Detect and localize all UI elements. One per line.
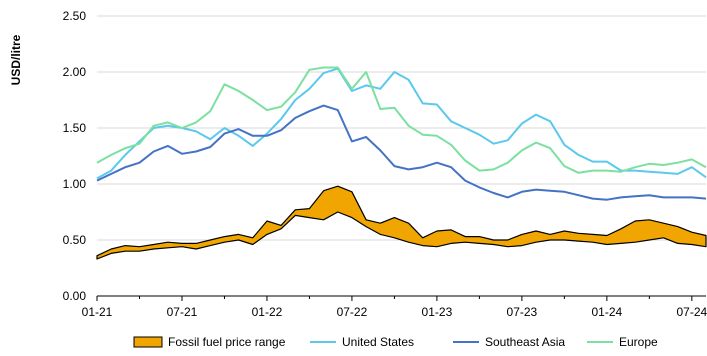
band-layer xyxy=(96,185,707,260)
x-tick-label-5: 07-23 xyxy=(507,305,538,319)
legend: Fossil fuel price range United States Sout… xyxy=(133,335,658,349)
y-tick-label-2: 1.00 xyxy=(63,177,87,191)
y-tick-label-3: 1.50 xyxy=(63,121,87,135)
series-line-southeast-asia xyxy=(96,104,707,201)
x-tick-label-7: 07-24 xyxy=(676,305,707,319)
y-tick-label-5: 2.50 xyxy=(63,9,87,23)
x-tick-label-6: 01-24 xyxy=(592,305,623,319)
x-tick-label-2: 01-22 xyxy=(252,305,283,319)
x-tick-label-4: 01-23 xyxy=(422,305,453,319)
y-tick-label-1: 0.50 xyxy=(63,233,87,247)
legend-label-southeast-asia: Southeast Asia xyxy=(485,335,565,349)
gridlines xyxy=(97,15,706,241)
series-lines xyxy=(96,66,707,201)
y-axis-title: USD/litre xyxy=(9,34,23,85)
axes: 0.00 0.50 1.00 1.50 2.00 2.50 USD/litre 01-21 07… xyxy=(9,9,707,319)
legend-swatch-fossil-fuel xyxy=(133,336,163,348)
fossil-fuel-price-range-band xyxy=(96,185,707,260)
legend-label-united-states: United States xyxy=(342,335,414,349)
x-tick-label-0: 01-21 xyxy=(82,305,113,319)
series-line-united-states xyxy=(96,67,707,180)
x-tick-label-3: 07-22 xyxy=(337,305,368,319)
legend-label-europe: Europe xyxy=(619,335,658,349)
y-tick-label-0: 0.00 xyxy=(63,289,87,303)
series-line-europe xyxy=(96,66,707,174)
x-tick-label-1: 07-21 xyxy=(167,305,198,319)
legend-label-fossil-fuel: Fossil fuel price range xyxy=(168,335,286,349)
y-tick-label-4: 2.00 xyxy=(63,65,87,79)
